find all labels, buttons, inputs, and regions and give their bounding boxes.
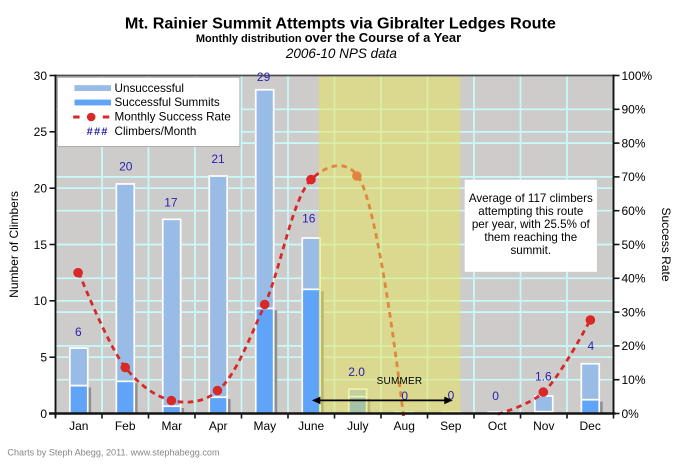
svg-text:90%: 90% — [622, 103, 646, 117]
svg-text:them reaching the: them reaching the — [484, 231, 577, 244]
svg-text:Average of 117 climbers: Average of 117 climbers — [469, 192, 593, 205]
svg-text:5: 5 — [40, 351, 47, 365]
svg-text:4: 4 — [587, 339, 594, 353]
svg-text:20: 20 — [34, 182, 48, 196]
svg-text:70%: 70% — [622, 170, 646, 184]
svg-text:0: 0 — [401, 389, 408, 403]
svg-text:2006-10 NPS data: 2006-10 NPS data — [285, 46, 398, 61]
svg-text:10: 10 — [34, 294, 48, 308]
svg-text:Unsuccessful: Unsuccessful — [115, 82, 185, 95]
svg-text:20%: 20% — [622, 339, 646, 353]
svg-text:June: June — [298, 419, 324, 433]
svg-text:6: 6 — [75, 325, 82, 339]
svg-text:16: 16 — [302, 211, 316, 225]
svg-text:per year, with 25.5% of: per year, with 25.5% of — [472, 218, 591, 231]
svg-text:summit.: summit. — [511, 244, 552, 257]
svg-text:1.6: 1.6 — [535, 369, 552, 383]
svg-text:Oct: Oct — [488, 419, 507, 433]
svg-text:Number of Climbers: Number of Climbers — [7, 191, 21, 298]
svg-text:Monthly Success Rate: Monthly Success Rate — [115, 110, 231, 123]
svg-text:15: 15 — [34, 238, 48, 252]
svg-text:10%: 10% — [622, 373, 646, 387]
svg-text:25: 25 — [34, 125, 48, 139]
svg-text:Dec: Dec — [580, 419, 601, 433]
svg-text:Mar: Mar — [161, 419, 182, 433]
svg-text:50%: 50% — [622, 238, 646, 252]
svg-text:17: 17 — [164, 195, 178, 209]
svg-text:30%: 30% — [622, 305, 646, 319]
svg-text:July: July — [347, 419, 368, 433]
svg-text:May: May — [253, 419, 276, 433]
svg-text:###: ### — [87, 126, 109, 138]
svg-text:60%: 60% — [622, 204, 646, 218]
svg-text:Monthly distribution over the: Monthly distribution over the Course of … — [196, 30, 461, 45]
svg-text:Success Rate: Success Rate — [659, 207, 673, 281]
svg-text:100%: 100% — [622, 69, 653, 83]
svg-text:SUMMER: SUMMER — [377, 376, 423, 387]
svg-text:Jan: Jan — [69, 419, 88, 433]
svg-text:Feb: Feb — [115, 419, 136, 433]
svg-text:0%: 0% — [622, 407, 640, 421]
svg-text:Mt. Rainier Summit Attempts vi: Mt. Rainier Summit Attempts via Gibralte… — [125, 15, 556, 32]
svg-text:2.0: 2.0 — [348, 365, 365, 379]
svg-text:0: 0 — [448, 389, 455, 403]
svg-text:Aug: Aug — [394, 419, 415, 433]
svg-text:21: 21 — [211, 152, 225, 166]
svg-text:Apr: Apr — [209, 419, 228, 433]
svg-text:0: 0 — [492, 389, 499, 403]
svg-text:Climbers/Month: Climbers/Month — [115, 125, 197, 138]
svg-text:Successful Summits: Successful Summits — [115, 96, 220, 109]
svg-text:Nov: Nov — [533, 419, 554, 433]
svg-text:0: 0 — [40, 407, 47, 421]
svg-text:attempting this route: attempting this route — [478, 205, 583, 218]
svg-text:29: 29 — [257, 70, 271, 84]
svg-text:30: 30 — [34, 69, 48, 83]
svg-text:80%: 80% — [622, 136, 646, 150]
svg-text:Charts by Steph Abegg, 2011. w: Charts by Steph Abegg, 2011. www.stephab… — [7, 448, 219, 458]
svg-text:40%: 40% — [622, 272, 646, 286]
svg-text:20: 20 — [119, 159, 133, 173]
svg-text:Sep: Sep — [440, 419, 462, 433]
